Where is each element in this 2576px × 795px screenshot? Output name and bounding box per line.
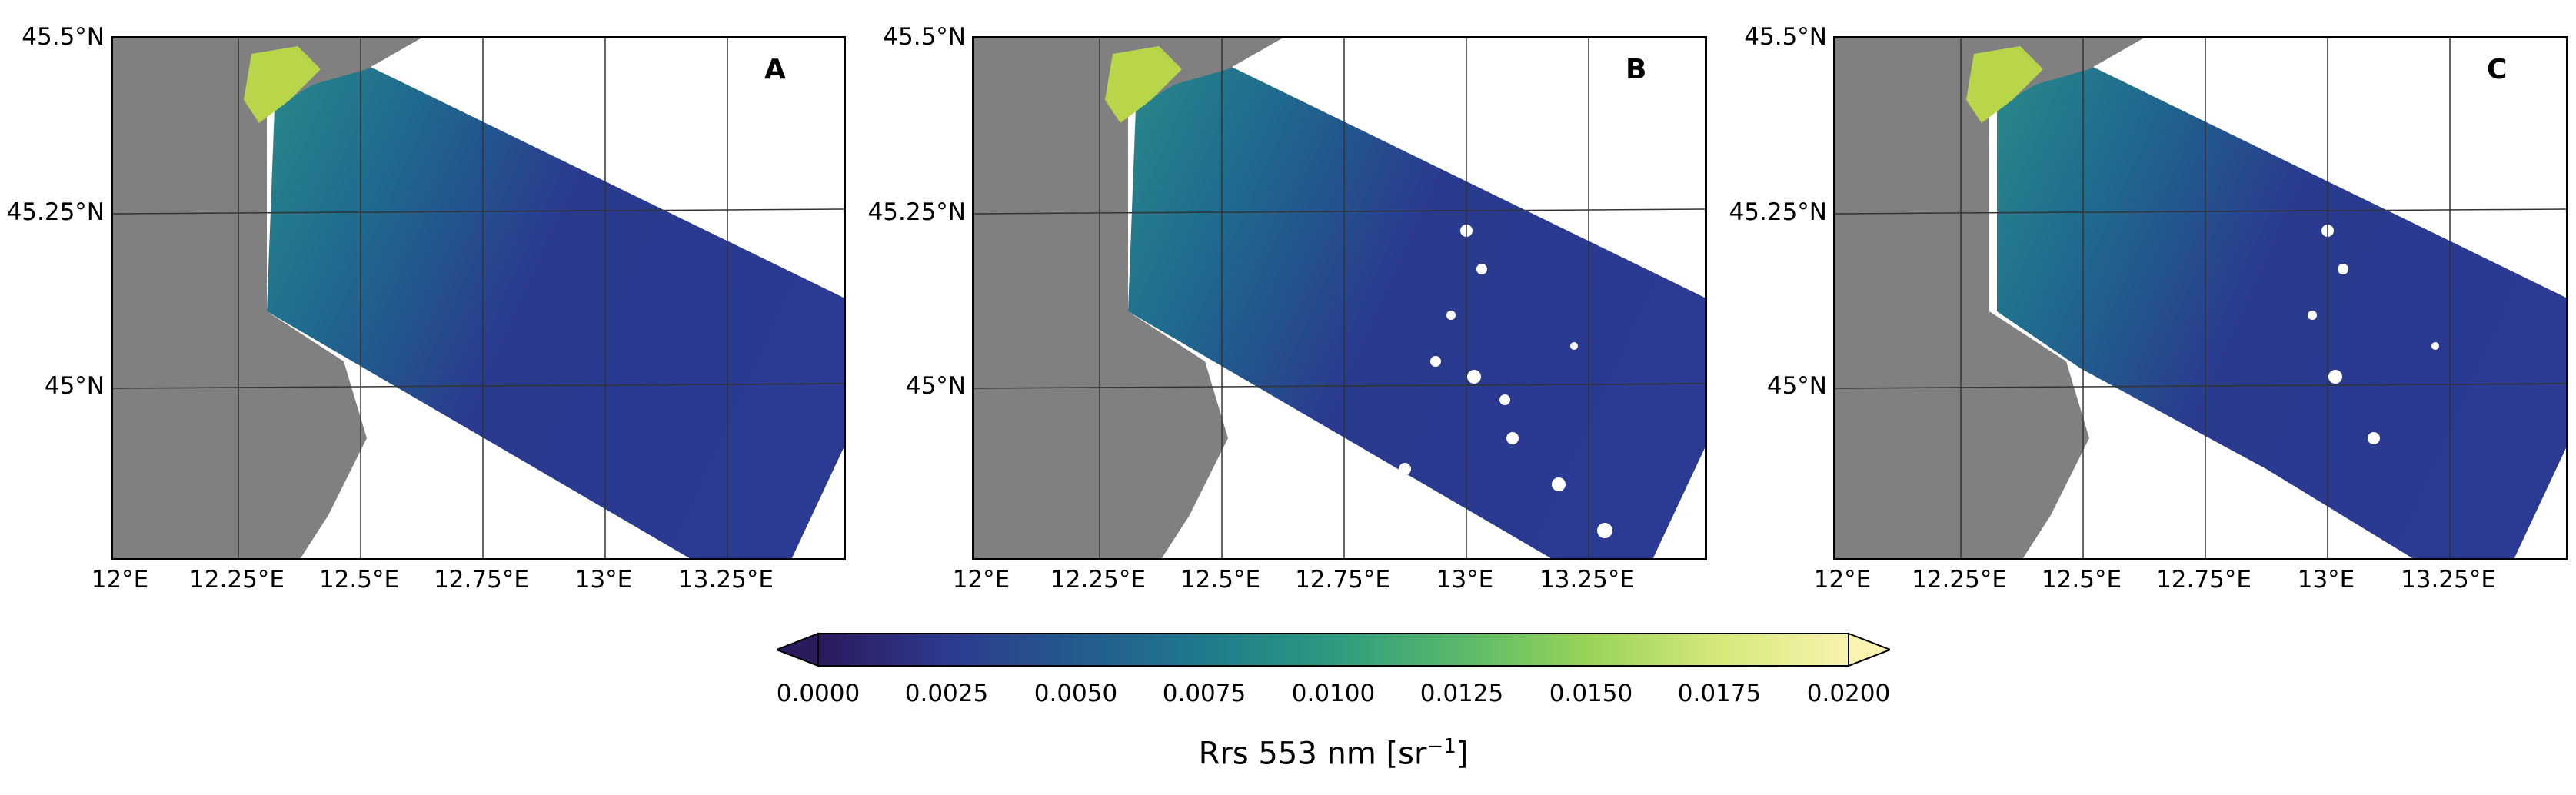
lat-label: 45.25°N: [6, 198, 105, 226]
colorbar-tick: 0.0125: [1419, 680, 1504, 707]
lon-label: 12°E: [952, 566, 1010, 594]
lon-label: 12.25°E: [189, 566, 285, 594]
colorbar-tick: 0.0075: [1162, 680, 1246, 707]
panel-letter-b: B: [1626, 54, 1647, 85]
water-swath: [1997, 54, 2566, 558]
gridlines: [113, 38, 844, 558]
colorbar-tick: 0.0175: [1677, 680, 1762, 707]
lon-label: 12.5°E: [318, 566, 400, 594]
colorbar-tick: 0.0050: [1033, 680, 1118, 707]
land-south: [267, 311, 367, 558]
water-swath: [1128, 54, 1705, 558]
gridlines: [1835, 38, 2566, 558]
lon-label: 13°E: [574, 566, 633, 594]
lat-label: 45.5°N: [883, 23, 966, 51]
map-a-svg: [113, 38, 844, 558]
lon-label: 12°E: [91, 566, 149, 594]
lon-label: 12.25°E: [1912, 566, 2007, 594]
lat-label: 45°N: [1766, 372, 1827, 400]
colorbar-tick: 0.0000: [776, 680, 860, 707]
lagoon: [1105, 46, 1182, 123]
colorbar: [774, 632, 1892, 667]
lon-label: 12.75°E: [2156, 566, 2252, 594]
lat-label: 45.5°N: [1744, 23, 1827, 51]
lon-label: 12.5°E: [1180, 566, 1261, 594]
lon-label: 13°E: [2297, 566, 2355, 594]
lon-label: 13.25°E: [1539, 566, 1635, 594]
map-c-svg: [1835, 38, 2566, 558]
lon-label: 12.75°E: [434, 566, 529, 594]
lagoon: [1966, 46, 2043, 123]
lon-label: 12°E: [1813, 566, 1872, 594]
lon-label: 13°E: [1436, 566, 1494, 594]
colorbar-svg: [774, 632, 1892, 667]
colorbar-label-sup: −1: [1426, 735, 1456, 758]
colorbar-label-end: ]: [1456, 736, 1469, 772]
gridlines: [974, 38, 1705, 558]
lon-label: 12.75°E: [1295, 566, 1390, 594]
panel-letter-a: A: [764, 54, 786, 85]
colorbar-body: [817, 633, 1849, 667]
colorbar-label: Rrs 553 nm [sr−1]: [1103, 735, 1564, 771]
colorbar-extend-low: [774, 632, 819, 667]
colorbar-label-main: Rrs 553 nm [sr: [1198, 736, 1427, 772]
land-west: [113, 38, 267, 558]
colorbar-tick: 0.0150: [1549, 680, 1633, 707]
lagoon: [244, 46, 321, 123]
lat-label: 45°N: [44, 372, 105, 400]
map-b-svg: [974, 38, 1705, 558]
colorbar-tick: 0.0100: [1291, 680, 1376, 707]
lon-label: 13.25°E: [2401, 566, 2496, 594]
colorbar-tick: 0.0025: [904, 680, 989, 707]
map-panel-b: [972, 36, 1707, 560]
lat-label: 45.25°N: [867, 198, 966, 226]
lon-label: 12.5°E: [2041, 566, 2122, 594]
lat-label: 45.25°N: [1729, 198, 1827, 226]
large-gap: [1989, 311, 2413, 558]
map-panel-a: [111, 36, 846, 560]
land-west: [974, 38, 1128, 558]
land-south: [1128, 311, 1228, 558]
map-panel-c: [1833, 36, 2568, 560]
water-swath: [267, 54, 844, 558]
land-west: [1835, 38, 1989, 558]
panel-letter-c: C: [2487, 54, 2508, 85]
lon-label: 12.25°E: [1050, 566, 1146, 594]
colorbar-extend-high: [1848, 632, 1892, 667]
lon-label: 13.25°E: [678, 566, 774, 594]
land-south: [1989, 311, 2089, 558]
colorbar-tick: 0.0200: [1806, 680, 1891, 707]
cloud-gaps: [2308, 225, 2439, 444]
lat-label: 45.5°N: [22, 23, 105, 51]
lat-label: 45°N: [905, 372, 966, 400]
